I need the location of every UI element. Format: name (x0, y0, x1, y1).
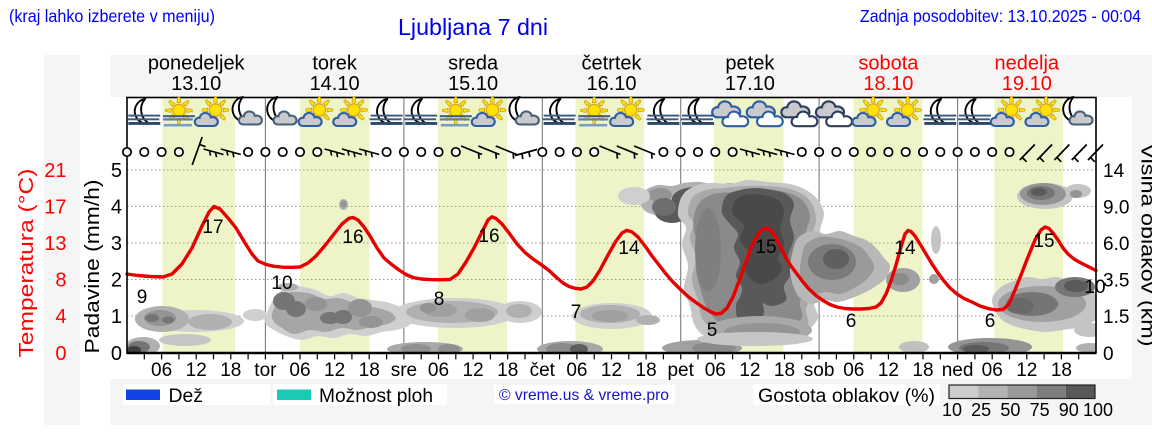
svg-text:06: 06 (566, 360, 587, 381)
svg-text:13.10: 13.10 (171, 73, 221, 95)
svg-text:06: 06 (428, 360, 449, 381)
svg-text:2: 2 (111, 270, 122, 292)
svg-text:15: 15 (755, 237, 776, 258)
svg-text:Višina oblakov (km): Višina oblakov (km) (1137, 144, 1152, 347)
svg-text:16: 16 (342, 227, 363, 248)
svg-text:06: 06 (843, 360, 864, 381)
svg-text:9: 9 (137, 287, 148, 308)
svg-text:25: 25 (971, 400, 991, 420)
svg-text:Možnost ploh: Možnost ploh (319, 386, 433, 407)
svg-text:Dež: Dež (169, 386, 204, 407)
svg-text:12: 12 (601, 360, 622, 381)
svg-text:1.5: 1.5 (1103, 307, 1129, 328)
svg-text:Padavine (mm/h): Padavine (mm/h) (82, 180, 104, 354)
svg-text:tor: tor (254, 360, 277, 381)
svg-text:1: 1 (111, 306, 122, 328)
svg-text:sreda: sreda (448, 53, 499, 75)
svg-text:nedelja: nedelja (995, 53, 1060, 75)
svg-text:8: 8 (434, 289, 445, 310)
svg-text:5: 5 (707, 320, 718, 341)
svg-text:18: 18 (636, 360, 657, 381)
svg-text:16: 16 (478, 226, 499, 247)
svg-text:ned: ned (942, 360, 974, 381)
svg-text:06: 06 (289, 360, 310, 381)
svg-text:18: 18 (220, 360, 241, 381)
svg-text:četrtek: četrtek (581, 53, 642, 75)
svg-text:pet: pet (667, 360, 694, 381)
svg-text:12: 12 (878, 360, 899, 381)
svg-text:0: 0 (1103, 344, 1114, 365)
svg-text:12: 12 (739, 360, 760, 381)
svg-text:6: 6 (846, 311, 857, 332)
svg-text:petek: petek (725, 53, 775, 75)
svg-text:sobota: sobota (858, 53, 919, 75)
svg-text:ponedeljek: ponedeljek (148, 53, 246, 75)
svg-text:12: 12 (324, 360, 345, 381)
svg-text:90: 90 (1059, 400, 1079, 420)
svg-text:0: 0 (55, 343, 66, 365)
svg-text:14.10: 14.10 (310, 73, 360, 95)
svg-text:12: 12 (463, 360, 484, 381)
svg-text:17: 17 (202, 217, 223, 238)
svg-text:18: 18 (912, 360, 933, 381)
svg-text:4: 4 (111, 197, 122, 219)
svg-text:17.10: 17.10 (725, 73, 775, 95)
svg-text:14: 14 (1103, 161, 1125, 182)
svg-text:19.10: 19.10 (1002, 73, 1052, 95)
svg-text:4: 4 (55, 306, 66, 328)
svg-text:čet: čet (530, 360, 556, 381)
svg-text:17: 17 (44, 197, 66, 219)
svg-text:15: 15 (1033, 231, 1054, 252)
svg-text:16.10: 16.10 (586, 73, 636, 95)
svg-text:6.0: 6.0 (1103, 234, 1129, 255)
svg-text:Zadnja posodobitev: 13.10.2025: Zadnja posodobitev: 13.10.2025 - 00:04 (860, 6, 1141, 26)
svg-text:3: 3 (111, 233, 122, 255)
svg-text:18: 18 (497, 360, 518, 381)
svg-text:© vreme.us & vreme.pro: © vreme.us & vreme.pro (499, 387, 669, 404)
svg-text:18: 18 (774, 360, 795, 381)
svg-text:14: 14 (894, 238, 916, 259)
svg-text:Gostota oblakov (%): Gostota oblakov (%) (758, 386, 935, 407)
svg-text:12: 12 (1016, 360, 1037, 381)
svg-text:12: 12 (186, 360, 207, 381)
svg-text:sob: sob (804, 360, 835, 381)
svg-text:9.0: 9.0 (1103, 198, 1129, 219)
svg-text:torek: torek (312, 53, 357, 75)
svg-text:(kraj lahko izberete v meniju): (kraj lahko izberete v meniju) (9, 6, 215, 26)
svg-text:06: 06 (151, 360, 172, 381)
svg-text:50: 50 (1000, 400, 1020, 420)
svg-text:0: 0 (111, 343, 122, 365)
svg-text:Temperatura (°C): Temperatura (°C) (16, 169, 38, 358)
svg-text:sre: sre (391, 360, 417, 381)
svg-text:5: 5 (111, 160, 122, 182)
svg-text:15.10: 15.10 (448, 73, 498, 95)
svg-text:100: 100 (1083, 400, 1113, 420)
svg-text:10: 10 (271, 273, 292, 294)
svg-text:18: 18 (1051, 360, 1072, 381)
svg-text:14: 14 (618, 238, 640, 259)
svg-text:10: 10 (942, 400, 962, 420)
svg-text:18: 18 (359, 360, 380, 381)
svg-text:3.5: 3.5 (1103, 271, 1129, 292)
svg-text:18.10: 18.10 (863, 73, 913, 95)
svg-text:8: 8 (55, 270, 66, 292)
svg-text:13: 13 (44, 233, 66, 255)
svg-text:6: 6 (985, 311, 996, 332)
svg-text:10: 10 (1084, 277, 1105, 298)
svg-text:Ljubljana 7 dni: Ljubljana 7 dni (398, 14, 548, 40)
svg-text:21: 21 (44, 160, 66, 182)
svg-text:7: 7 (571, 302, 582, 323)
svg-text:06: 06 (705, 360, 726, 381)
svg-text:75: 75 (1030, 400, 1050, 420)
svg-text:06: 06 (982, 360, 1003, 381)
